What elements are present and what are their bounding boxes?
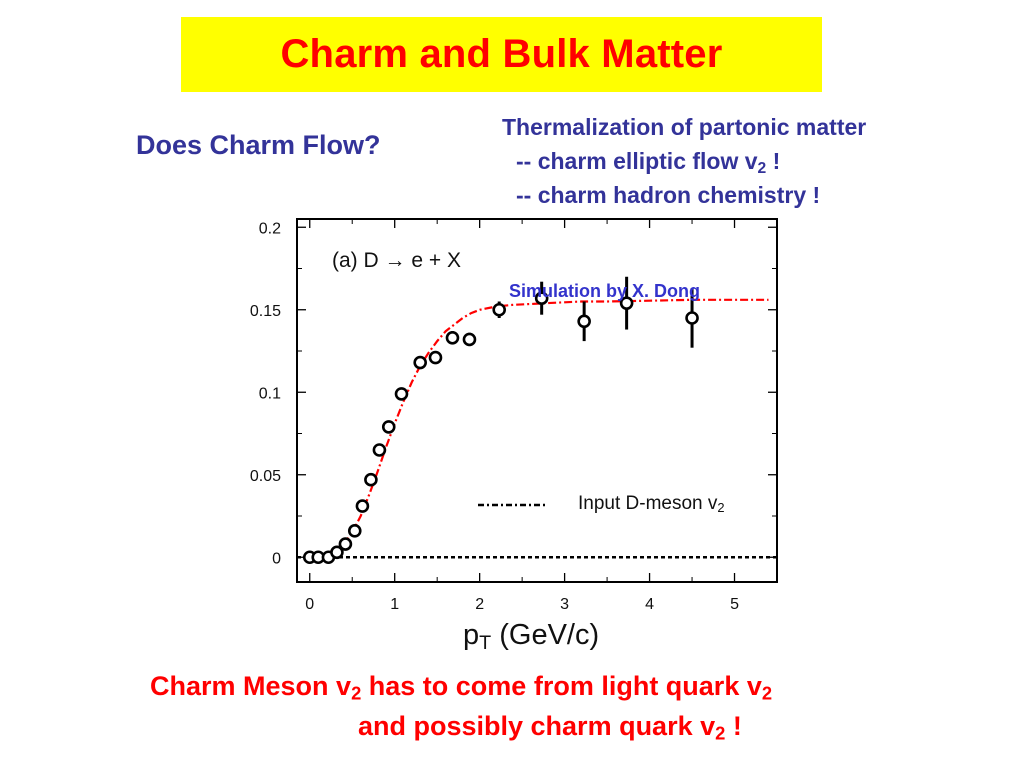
conclusion-line-1: Charm Meson v2 has to come from light qu…: [150, 666, 772, 706]
data-point: [492, 302, 506, 317]
data-point: [413, 355, 427, 370]
point-line-2-sub: 2: [757, 159, 767, 177]
conclusion: Charm Meson v2 has to come from light qu…: [150, 666, 772, 746]
x-tick-label: 3: [560, 596, 569, 613]
x-tick-label: 5: [730, 596, 739, 613]
slide-title: Charm and Bulk Matter: [280, 32, 723, 76]
conclusion-2a: and possibly charm quark v: [358, 711, 716, 741]
conclusion-2-sub: 2: [715, 722, 726, 744]
y-tick-label: 0: [272, 550, 281, 567]
point-line-3: -- charm hadron chemistry !: [516, 182, 821, 208]
x-tick-label: 1: [390, 596, 399, 613]
legend-label-text: Input D-meson v: [578, 493, 718, 514]
data-point: [372, 443, 387, 457]
y-tick-label: 0.2: [259, 220, 281, 237]
data-point: [347, 524, 362, 538]
title-banner: Charm and Bulk Matter: [181, 17, 822, 92]
data-point: [577, 314, 591, 329]
point-line-2-end: !: [766, 148, 781, 174]
data-point: [355, 499, 370, 513]
question-text: Does Charm Flow?: [136, 130, 381, 160]
data-point: [364, 472, 378, 487]
point-line-1: Thermalization of partonic matter: [502, 114, 867, 140]
conclusion-2b: !: [725, 711, 742, 741]
conclusion-1-sub1: 2: [351, 682, 362, 704]
data-point: [619, 296, 634, 310]
data-point: [462, 332, 477, 347]
plot-frame: [296, 218, 778, 583]
y-tick-label: 0.05: [250, 468, 281, 485]
legend-label: Input D-meson v2: [578, 493, 725, 515]
conclusion-1-sub2: 2: [761, 682, 773, 704]
point-line-2: -- charm elliptic flow v2 !: [502, 144, 866, 178]
data-point: [381, 420, 396, 434]
x-axis-label-main: p: [463, 619, 480, 651]
simulation-annotation: Simulation by X. Dong: [509, 281, 701, 301]
y-tick-label: 0.15: [250, 303, 281, 320]
x-axis-label-sub: T: [479, 631, 492, 654]
key-points: Thermalization of partonic matter -- cha…: [502, 110, 866, 212]
chart-title: (a) D → e + X: [332, 249, 461, 272]
data-point: [394, 387, 409, 401]
x-tick-label: 0: [305, 596, 314, 613]
y-tick-label: 0.1: [259, 385, 281, 402]
point-line-2-text: -- charm elliptic flow v: [516, 148, 758, 174]
data-point: [445, 330, 460, 345]
data-point: [428, 350, 443, 365]
x-axis-label: pT (GeV/c): [463, 619, 600, 654]
data-point: [330, 545, 344, 560]
conclusion-1a: Charm Meson v: [150, 671, 352, 701]
data-point: [534, 291, 549, 306]
data-point: [338, 537, 353, 551]
data-point: [685, 311, 699, 325]
input-curve: [309, 298, 769, 559]
x-axis-label-unit: (GeV/c): [491, 619, 600, 651]
x-tick-label: 2: [475, 596, 484, 613]
legend-label-sub: 2: [717, 500, 725, 516]
conclusion-line-2: and possibly charm quark v2 !: [150, 706, 772, 746]
conclusion-1b: has to come from light quark v: [361, 671, 762, 701]
x-tick-label: 4: [645, 596, 654, 613]
